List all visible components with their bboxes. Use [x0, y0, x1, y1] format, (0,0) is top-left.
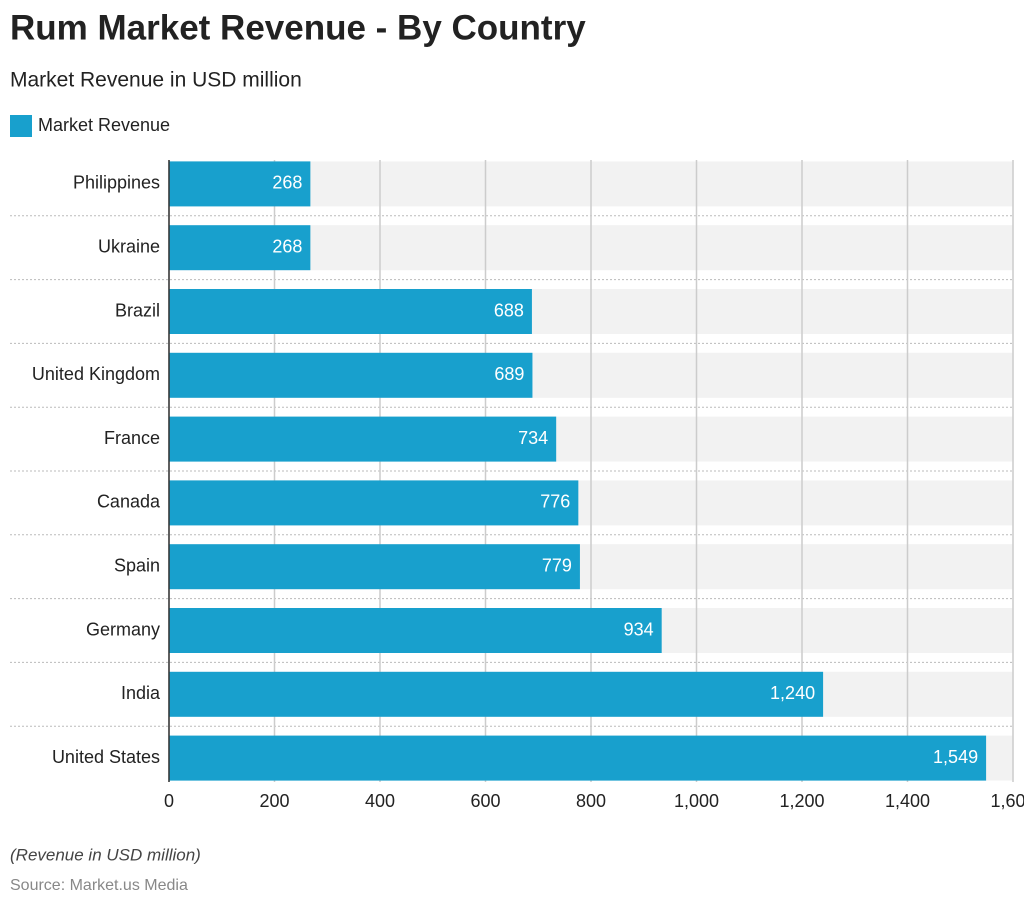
bar [169, 225, 311, 271]
value-label: 1,549 [933, 747, 978, 767]
value-label: 776 [540, 492, 570, 512]
x-tick-label: 0 [164, 791, 174, 811]
value-label: 779 [542, 555, 572, 575]
y-tick-label: Brazil [115, 300, 160, 320]
value-label: 734 [518, 428, 548, 448]
legend-label: Market Revenue [38, 115, 170, 135]
y-tick-label: Philippines [73, 173, 160, 193]
x-tick-label: 1,000 [674, 791, 719, 811]
source: Source: Market.us Media [10, 877, 188, 894]
value-label: 689 [494, 364, 524, 384]
x-tick-label: 1,200 [779, 791, 824, 811]
bar [169, 352, 533, 398]
y-tick-label: Canada [97, 492, 161, 512]
note: (Revenue in USD million) [10, 845, 201, 864]
x-tick-label: 400 [365, 791, 395, 811]
value-label: 688 [494, 300, 524, 320]
chart-title: Rum Market Revenue - By Country [10, 8, 586, 47]
bar [169, 735, 987, 781]
bar [169, 608, 662, 653]
y-tick-label: France [104, 428, 160, 448]
bar [169, 289, 532, 334]
x-tick-label: 1,400 [885, 791, 930, 811]
value-label: 268 [272, 236, 302, 256]
bar [169, 544, 580, 590]
y-tick-label: United States [52, 747, 160, 767]
value-label: 268 [272, 173, 302, 193]
y-tick-label: Spain [114, 555, 160, 575]
bar [169, 161, 311, 207]
y-tick-label: United Kingdom [32, 364, 160, 384]
bar [169, 480, 579, 526]
x-tick-label: 1,600 [990, 791, 1024, 811]
x-tick-label: 800 [576, 791, 606, 811]
value-label: 934 [624, 619, 654, 639]
bar [169, 671, 824, 717]
value-label: 1,240 [770, 683, 815, 703]
y-tick-label: Germany [86, 619, 160, 639]
bar [169, 416, 557, 462]
y-tick-label: Ukraine [98, 236, 160, 256]
y-tick-label: India [121, 683, 161, 703]
x-tick-label: 200 [259, 791, 289, 811]
chart-subtitle: Market Revenue in USD million [10, 69, 302, 92]
legend-swatch [10, 115, 32, 137]
x-tick-label: 600 [470, 791, 500, 811]
